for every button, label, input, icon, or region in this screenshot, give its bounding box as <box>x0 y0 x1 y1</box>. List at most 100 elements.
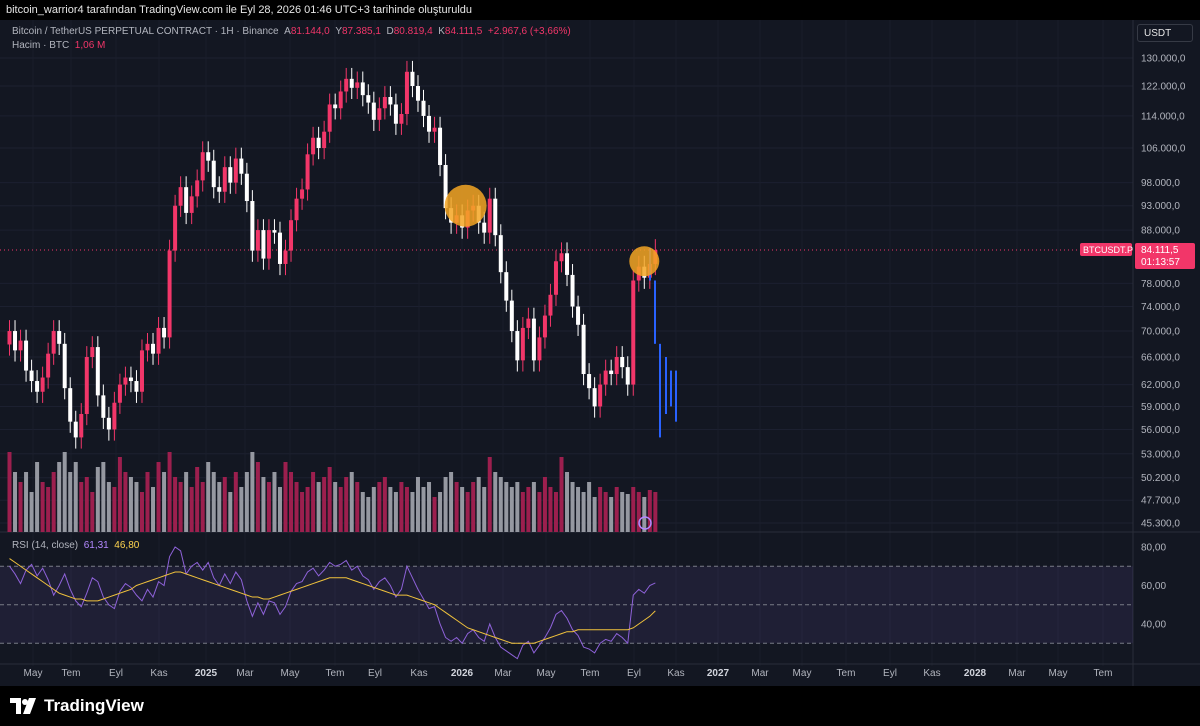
rsi-label: RSI (14, close) <box>12 540 79 551</box>
candle-up <box>117 384 122 403</box>
volume-bar <box>294 482 299 532</box>
candle-up <box>178 187 183 206</box>
candle-down <box>410 71 415 87</box>
volume-bar <box>349 472 354 532</box>
candle-up <box>112 402 117 430</box>
price-tick-label: 62.000,0 <box>1141 380 1180 391</box>
last-price-text: 84.111,5 <box>1141 245 1179 256</box>
candle-down <box>35 381 40 392</box>
volume-bar <box>322 477 327 532</box>
currency-button[interactable]: USDT <box>1137 24 1193 42</box>
volume-bar <box>117 457 122 532</box>
tradingview-logo[interactable]: TradingView <box>10 696 144 716</box>
candle-down <box>581 324 586 375</box>
volume-bar <box>261 477 266 532</box>
volume-bar <box>592 497 597 532</box>
high-value: 87.385,1 <box>341 26 381 37</box>
volume-bar <box>360 492 365 532</box>
symbol-legend: Bitcoin / TetherUS PERPETUAL CONTRACT · … <box>12 26 571 37</box>
volume-bar <box>206 462 211 532</box>
candle-down <box>62 343 67 389</box>
candle-up <box>139 350 144 392</box>
tradingview-logo-icon <box>10 698 36 714</box>
volume-bar <box>95 467 100 532</box>
volume-bar <box>311 472 316 532</box>
candle-down <box>438 127 443 165</box>
volume-bar <box>355 482 360 532</box>
volume-bar <box>388 487 393 532</box>
candle-up <box>553 261 558 295</box>
volume-bar <box>410 492 415 532</box>
volume-bar <box>305 487 310 532</box>
volume-bar <box>167 452 172 532</box>
volume-bar <box>338 487 343 532</box>
volume-label: Hacim · BTC <box>12 40 70 51</box>
volume-bar <box>465 492 470 532</box>
candle-up <box>542 315 547 338</box>
candle-up <box>537 337 542 361</box>
volume-bar <box>178 482 183 532</box>
candle-up <box>305 154 310 190</box>
countdown-text: 01:13:57 <box>1141 257 1180 268</box>
volume-bar <box>18 482 23 532</box>
candle-down <box>371 102 376 120</box>
candle-down <box>415 86 420 101</box>
volume-value: 1,06 M <box>74 40 106 51</box>
volume-bar <box>239 487 244 532</box>
volume-bar <box>493 472 498 532</box>
event-marker-icon <box>638 516 652 530</box>
volume-bar <box>647 490 652 532</box>
candle-up <box>344 78 349 92</box>
volume-bar <box>195 467 200 532</box>
volume-bar <box>128 477 133 532</box>
legend-title: Bitcoin / TetherUS PERPETUAL CONTRACT · … <box>12 26 279 37</box>
price-tick-label: 98.000,0 <box>1141 178 1180 189</box>
candle-down <box>73 421 78 438</box>
candle-up <box>7 331 12 345</box>
volume-bar <box>233 472 238 532</box>
chart-svg[interactable]: 130.000,0 122.000,0 114.000,0 106.000,0 98.0… <box>0 20 1200 686</box>
candle-up <box>40 377 45 392</box>
rsi-legend: RSI (14, close) 61,31 46,80 <box>12 540 139 551</box>
price-tick-label: 53.000,0 <box>1141 449 1180 460</box>
symbol-tag <box>1080 243 1132 257</box>
candle-up <box>404 71 409 114</box>
volume-bar <box>173 477 178 532</box>
volume-bar <box>211 472 216 532</box>
time-axis: May Tem Eyl Kas 2025 Mar May Tem Eyl Kas 2026 Mar Ma… <box>24 668 1113 679</box>
volume-bar <box>443 477 448 532</box>
volume-bar <box>272 472 277 532</box>
time-tick-label: 2026 <box>451 668 474 679</box>
volume-bar <box>145 472 150 532</box>
candle-down <box>393 104 398 124</box>
volume-bar <box>581 492 586 532</box>
price-tick-label: 66.000,0 <box>1141 353 1180 364</box>
candle-down <box>576 306 581 325</box>
volume-bar <box>35 462 40 532</box>
volume-bar <box>62 452 67 532</box>
highlight-circles <box>444 184 660 277</box>
rsi-ma-line <box>9 558 656 644</box>
candle-up <box>266 230 271 259</box>
volume-bar <box>432 497 437 532</box>
volume-bar <box>123 472 128 532</box>
candle-down <box>493 198 498 236</box>
time-tick-label: 2027 <box>707 668 730 679</box>
candle-up <box>173 205 178 251</box>
open-label: A <box>284 26 291 37</box>
price-tick-label: 50.200,0 <box>1141 473 1180 484</box>
candle-down <box>162 327 167 338</box>
price-tick-label: 106.000,0 <box>1141 144 1186 155</box>
volume-bar <box>51 472 56 532</box>
candle-up <box>90 347 95 358</box>
candle-up <box>382 96 387 109</box>
volume-bar <box>421 487 426 532</box>
chart-panel[interactable]: 130.000,0 122.000,0 114.000,0 106.000,0 98.0… <box>0 20 1200 686</box>
highlight-circle <box>629 246 660 277</box>
volume-bar <box>653 492 658 532</box>
price-tick-label: 114.000,0 <box>1141 111 1185 122</box>
volume-bar <box>393 492 398 532</box>
candle-up <box>222 167 227 192</box>
volume-bar <box>84 477 89 532</box>
time-tick-label: May <box>281 668 300 679</box>
